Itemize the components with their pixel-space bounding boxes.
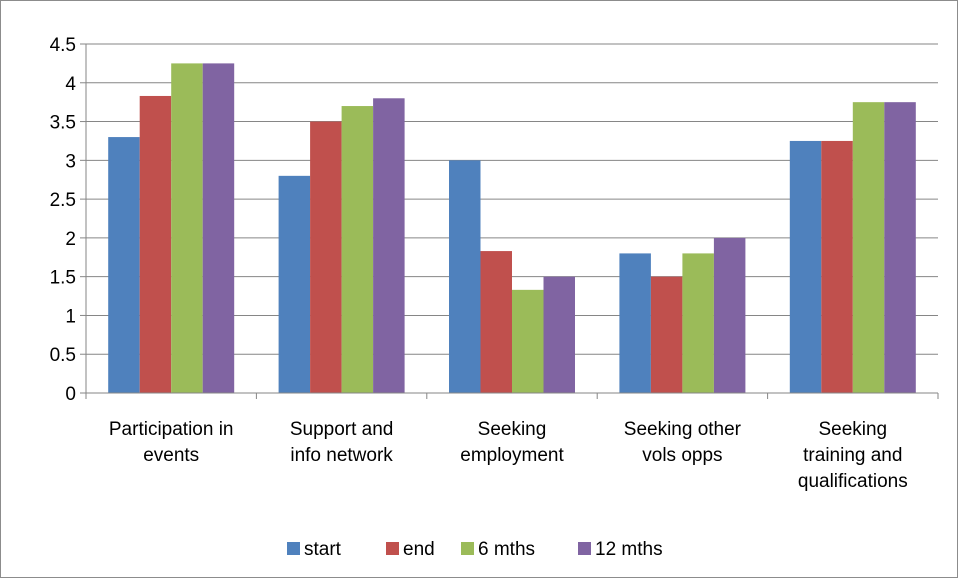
x-category-label: Support and [290,419,394,440]
bar-end-4 [650,276,683,393]
legend-swatch-6-mths [461,542,474,555]
y-tick-label: 2 [65,229,76,250]
x-category-label: qualifications [798,471,908,492]
x-category-label: employment [460,445,564,466]
y-tick-label: 1 [65,306,76,327]
y-tick-label: 0 [65,384,76,405]
legend-swatch-12-mths [578,542,591,555]
bar-12-mths-3 [543,276,575,393]
bar-end-1 [139,95,172,393]
bar-12-mths-5 [884,102,916,394]
bar-12-mths-2 [373,98,405,394]
bar-start-2 [278,175,311,393]
axis-labels: 0 0.5 1 1.5 2 2.5 3 3.5 4 4.5 Participation in even… [50,35,908,492]
legend-label-12-mths: 12 mths [595,539,663,560]
x-category-label: training and [803,445,902,466]
legend-swatch-end [386,542,399,555]
x-category-label: Seeking [478,419,547,440]
bar-start-5 [789,140,822,393]
x-category-label: Seeking other [624,419,742,440]
y-tick-label: 0.5 [50,345,76,366]
y-tick-label: 1.5 [50,268,76,289]
bar-6-mths-5 [852,102,885,394]
axes [80,43,939,399]
y-tick-label: 2.5 [50,190,76,211]
bar-end-2 [310,121,342,394]
x-category-label: vols opps [642,445,722,466]
bar-start-4 [619,253,651,393]
x-category-label: events [143,445,199,466]
bar-6-mths-2 [341,106,374,394]
bar-start-1 [108,137,140,393]
x-category-label: Seeking [818,419,887,440]
bar-start-3 [449,160,481,393]
legend-label-end: end [403,539,435,560]
y-tick-label: 3.5 [50,113,76,134]
x-category-label: info network [290,445,393,466]
bars [108,63,916,394]
bar-12-mths-4 [713,237,746,393]
legend-swatch-start [287,542,300,555]
legend: start end 6 mths 12 mths [287,539,663,560]
bar-12-mths-1 [202,63,235,394]
legend-label-start: start [304,539,342,560]
x-category-label: Participation in [109,419,234,440]
bar-6-mths-3 [512,289,544,393]
bar-end-3 [480,251,512,393]
legend-label-6-mths: 6 mths [478,539,535,560]
y-tick-label: 4 [65,74,76,95]
bar-6-mths-1 [171,63,203,394]
y-tick-label: 3 [65,151,76,172]
y-tick-label: 4.5 [50,35,76,56]
bar-6-mths-4 [682,253,714,393]
bar-end-5 [821,140,853,393]
